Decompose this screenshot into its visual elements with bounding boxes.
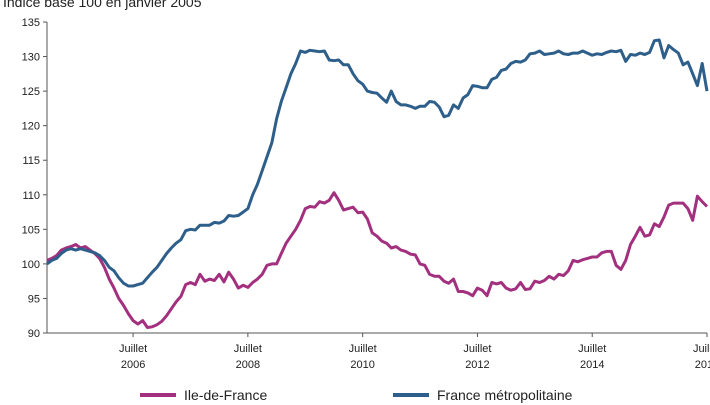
y-tick-label: 135 <box>22 17 40 29</box>
legend-label: France métropolitaine <box>437 387 573 403</box>
y-tick-label: 110 <box>22 190 40 202</box>
y-tick-label: 115 <box>22 155 40 167</box>
x-tick-label: Juillet2016 <box>693 343 710 371</box>
chart-title: Indice base 100 en janvier 2005 <box>3 0 202 10</box>
x-tick-label: Juillet 2006 <box>119 343 147 371</box>
x-tick-label: Juillet 2008 <box>234 343 262 371</box>
line-series <box>46 191 709 329</box>
y-tick-label: 125 <box>22 86 40 98</box>
x-tick-label: Juillet 2010 <box>349 343 377 371</box>
y-tick-label: 105 <box>22 224 40 236</box>
x-tick-label: Juillet 2012 <box>463 343 491 371</box>
legend-label: Ile-de-France <box>184 387 267 403</box>
y-tick-label: 95 <box>28 293 40 305</box>
line-series <box>46 38 709 288</box>
y-tick-label: 120 <box>22 121 40 133</box>
y-tick-label: 100 <box>22 259 40 271</box>
y-tick-label: 90 <box>28 328 40 340</box>
y-tick-label: 130 <box>22 52 40 64</box>
x-tick-label: Juillet 2014 <box>578 343 606 371</box>
